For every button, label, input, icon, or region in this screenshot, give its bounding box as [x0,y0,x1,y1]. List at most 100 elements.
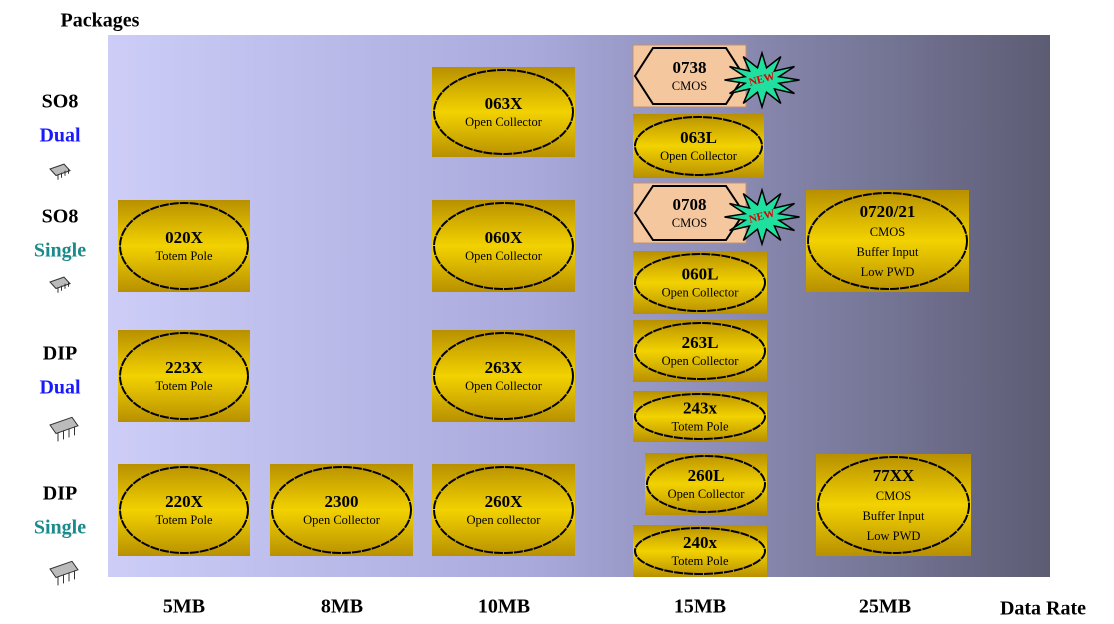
product-name: 0738 [673,58,707,77]
product-name: 240x [683,533,718,552]
ellipse-outline [817,456,970,554]
new-star [724,50,800,110]
product-box: 2300 Open Collector [270,464,413,556]
product-description: CMOS [876,489,911,503]
ellipse-outline [119,466,249,554]
product-name: 263L [682,333,719,352]
product-box: 020X Totem Pole [118,200,250,292]
product-name: 0708 [673,195,707,214]
product-description: Buffer Input [863,509,925,523]
column-label: 8MB [321,596,363,618]
product-name: 260L [688,466,725,485]
ellipse-outline [807,192,968,290]
product-box: 77XX CMOS Buffer Input Low PWD [816,454,971,556]
product-description: Open Collector [465,249,543,263]
product-box: 0720/21 CMOS Buffer Input Low PWD [806,190,969,292]
x-axis-title: Data Rate [1000,598,1086,620]
product-description: Low PWD [861,265,915,279]
ellipse-outline [433,202,574,290]
chip-icon [49,163,71,180]
product-description: Open Collector [668,487,746,501]
package-label: SO8 [42,91,79,113]
variant-label: Dual [39,125,81,147]
product-box: 220X Totem Pole [118,464,250,556]
product-description: Open Collector [660,149,738,163]
chip-body [49,416,79,435]
ellipse-outline [433,69,574,155]
variant-label: Dual [39,377,81,399]
ellipse-outline [433,466,574,554]
column-label: 10MB [478,596,530,618]
product-box: 063X Open Collector [432,67,575,157]
package-label: DIP [43,343,77,365]
product-name: 063X [485,94,524,113]
product-name: 060L [682,264,719,283]
product-name: 223X [165,358,204,377]
product-box: 063L Open Collector [633,114,764,178]
box-fill [632,44,747,108]
variant-label: Single [34,240,86,262]
product-name: 2300 [325,492,359,511]
chip-body [49,163,71,177]
product-description: Totem Pole [155,513,213,527]
product-description: Totem Pole [155,379,213,393]
product-box: 260X Open collector [432,464,575,556]
chip-icon [49,560,79,586]
product-description: Low PWD [867,529,921,543]
chip-body [49,560,79,579]
column-label: 25MB [859,596,911,618]
ellipse-outline [634,393,766,440]
column-label: 5MB [163,596,205,618]
product-description: Open Collector [465,115,543,129]
product-name: 77XX [873,466,915,485]
product-description: Open Collector [303,513,381,527]
chip-icon [49,276,71,293]
product-name: 220X [165,492,204,511]
product-description: Totem Pole [671,554,729,568]
variant-label: Single [34,517,86,539]
product-name: 260X [485,492,524,511]
product-box: 243x Totem Pole [633,391,767,442]
product-description: Open Collector [465,379,543,393]
ellipse-outline [119,332,249,420]
product-name: 060X [485,228,524,247]
column-label: 15MB [674,596,726,618]
ellipse-outline [119,202,249,290]
package-label: SO8 [42,206,79,228]
product-name: 063L [680,128,717,147]
chip-body [49,276,71,290]
package-label: DIP [43,483,77,505]
product-box: 240x Totem Pole [633,525,767,577]
product-description: CMOS [672,79,707,93]
product-name: 0720/21 [860,202,916,221]
ellipse-outline [634,322,766,380]
ellipse-outline [271,466,412,554]
product-name: 243x [683,398,718,417]
product-box: 263X Open Collector [432,330,575,422]
product-name: 020X [165,228,204,247]
product-box: 260L Open Collector [645,453,767,515]
product-description: CMOS [672,216,707,230]
ellipse-outline [646,455,766,513]
product-description: Open collector [467,513,542,527]
product-description: Buffer Input [857,245,919,259]
title: Packages [61,10,140,32]
ellipse-outline [433,332,574,420]
product-description: Open Collector [662,354,740,368]
product-box: 060L Open Collector [633,251,767,314]
product-description: Open Collector [662,285,740,299]
ellipse-outline [634,253,766,312]
product-description: Totem Pole [155,249,213,263]
product-box: 060X Open Collector [432,200,575,292]
new-star [724,187,800,247]
product-box: 223X Totem Pole [118,330,250,422]
product-description: CMOS [870,225,905,239]
ellipse-outline [634,527,766,575]
product-name: 263X [485,358,524,377]
chip-icon [49,416,79,442]
product-box: 263L Open Collector [633,320,767,382]
product-description: Totem Pole [671,419,729,433]
